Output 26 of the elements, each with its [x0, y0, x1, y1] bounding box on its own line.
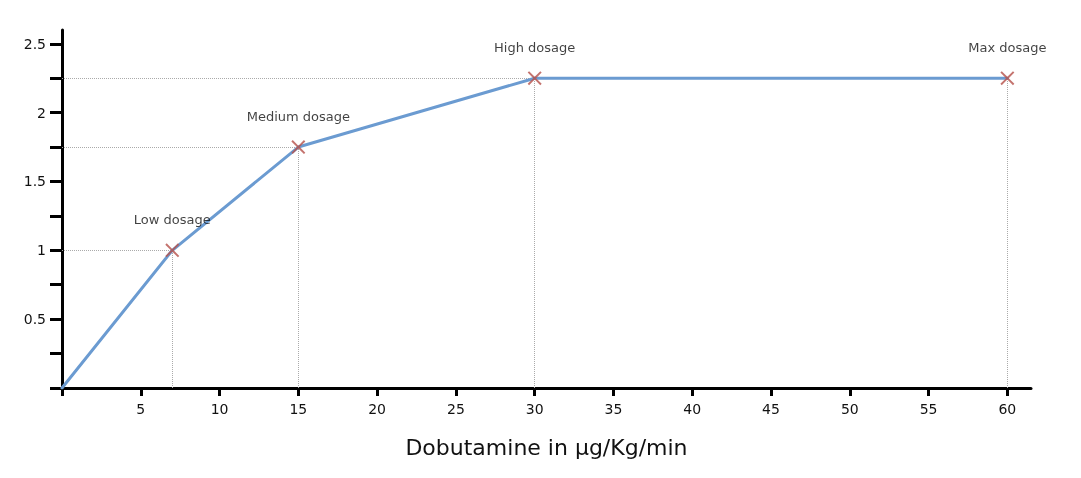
- x-tick-label: 20: [368, 401, 387, 417]
- y-tick-label: 2: [37, 104, 46, 121]
- x-tick-label: 10: [210, 401, 229, 417]
- x-tick-label: 15: [289, 401, 308, 417]
- x-tick-label: 5: [136, 401, 146, 417]
- x-tick-label: 35: [604, 401, 623, 417]
- x-tick-label: 45: [762, 401, 780, 417]
- y-tick-label: 0.5: [23, 311, 46, 328]
- point: [527, 71, 542, 86]
- annotation: Medium dosage: [246, 109, 350, 125]
- point: [165, 243, 180, 258]
- x-axis-title: Dobutamine in μg/Kg/min: [405, 434, 688, 460]
- y-tick-label: 2.5: [23, 35, 46, 52]
- x-tick-label: 50: [840, 401, 859, 417]
- y-tick-label: 1: [37, 242, 46, 259]
- x-tick-label: 55: [919, 401, 938, 417]
- annotation: High dosage: [494, 40, 576, 56]
- y-tick-label: 1.5: [23, 173, 46, 190]
- x-tick-label: 30: [525, 401, 544, 417]
- x-tick-label: 60: [998, 401, 1017, 417]
- point: [291, 140, 306, 155]
- x-tick-label: 25: [446, 401, 465, 417]
- annotation: Max dosage: [968, 40, 1047, 56]
- x-tick-label: 40: [683, 401, 702, 417]
- annotation: Low dosage: [133, 212, 211, 228]
- point: [1000, 71, 1015, 86]
